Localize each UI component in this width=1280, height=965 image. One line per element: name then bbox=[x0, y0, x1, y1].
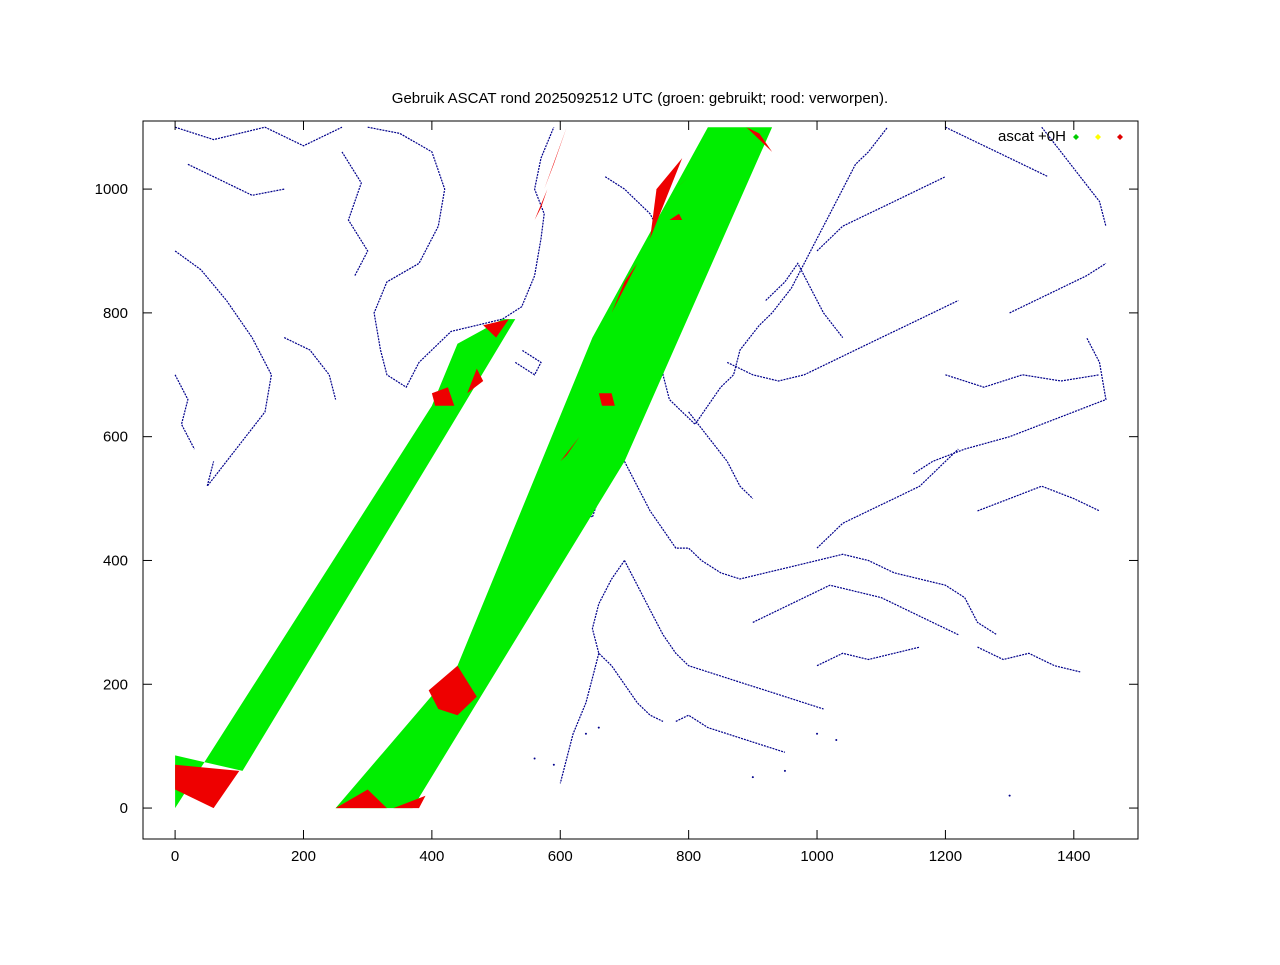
rejected-region-2 bbox=[393, 795, 426, 809]
x-tick-label-0: 0 bbox=[171, 848, 179, 865]
chart-title: Gebruik ASCAT rond 2025092512 UTC (groen… bbox=[392, 90, 888, 107]
plot-frame bbox=[142, 120, 1139, 840]
plot-area bbox=[174, 126, 1107, 809]
legend-marker-1 bbox=[1095, 134, 1101, 140]
rejected-region-1 bbox=[335, 789, 387, 809]
coastline-29 bbox=[977, 646, 1081, 673]
coastline-22 bbox=[945, 126, 1049, 178]
rejected-region-10 bbox=[675, 176, 689, 190]
coast-point-1 bbox=[552, 763, 555, 766]
rejected-region-6 bbox=[483, 319, 509, 338]
axis-ticks: 0 200 400 600 800 1000 1200 1400 0 200 400 600 800 10… bbox=[95, 121, 1138, 865]
x-tick-label-3: 600 bbox=[548, 848, 573, 865]
coastline-24 bbox=[591, 560, 664, 722]
coastline-25 bbox=[675, 714, 786, 753]
rejected-region-9 bbox=[669, 213, 683, 220]
coastline-16 bbox=[816, 176, 946, 252]
rejected-region-3 bbox=[428, 665, 477, 716]
rejected-region-0 bbox=[175, 764, 240, 809]
x-tick-label-5: 1000 bbox=[800, 848, 833, 865]
coastline-6 bbox=[341, 151, 369, 276]
legend-label: ascat +0H bbox=[998, 128, 1066, 145]
coast-point-7 bbox=[835, 738, 838, 741]
x-tick-label-4: 800 bbox=[676, 848, 701, 865]
legend: ascat +0H bbox=[998, 128, 1123, 145]
y-tick-label-5: 1000 bbox=[95, 181, 128, 198]
coastline-27 bbox=[752, 584, 959, 636]
y-tick-label-3: 600 bbox=[103, 429, 128, 446]
legend-marker-0 bbox=[1073, 134, 1079, 140]
coastline-21 bbox=[1041, 126, 1107, 227]
coastline-28 bbox=[816, 646, 920, 667]
coastline-23 bbox=[623, 560, 824, 710]
rejected-region-14 bbox=[534, 189, 548, 220]
coastline-17 bbox=[765, 262, 844, 338]
y-tick-label-0: 0 bbox=[120, 800, 128, 817]
coastline-14 bbox=[912, 337, 1107, 475]
y-tick-label-4: 800 bbox=[103, 305, 128, 322]
coastline-20 bbox=[1009, 262, 1107, 314]
coastline-26 bbox=[559, 653, 600, 784]
coastline-19 bbox=[945, 374, 1100, 388]
coastline-12 bbox=[623, 461, 998, 636]
coastline-13 bbox=[816, 448, 959, 549]
x-tick-label-1: 200 bbox=[291, 848, 316, 865]
rejected-region-13 bbox=[544, 127, 567, 190]
coast-point-4 bbox=[1008, 794, 1011, 797]
coastline-3 bbox=[174, 374, 195, 450]
coastline-2 bbox=[174, 250, 273, 487]
rejected-region-4 bbox=[431, 387, 455, 406]
rejected-region-11 bbox=[650, 158, 683, 239]
rejected-region-7 bbox=[598, 393, 615, 406]
x-tick-label-2: 400 bbox=[419, 848, 444, 865]
coastline-4 bbox=[283, 337, 337, 400]
used-swath-0 bbox=[175, 319, 516, 809]
coast-point-6 bbox=[816, 732, 819, 735]
coastline-9 bbox=[688, 411, 754, 500]
used-swath-1 bbox=[335, 127, 773, 809]
coast-point-2 bbox=[584, 732, 587, 735]
coast-point-5 bbox=[783, 769, 786, 772]
coastline-5 bbox=[367, 126, 555, 389]
y-tick-label-2: 400 bbox=[103, 552, 128, 569]
coastline-7 bbox=[514, 349, 542, 376]
x-tick-label-6: 1200 bbox=[929, 848, 962, 865]
coast-point-8 bbox=[751, 776, 754, 779]
rejected-region-5 bbox=[467, 368, 484, 394]
x-tick-label-7: 1400 bbox=[1057, 848, 1090, 865]
rejected-region-12 bbox=[611, 263, 638, 313]
coast-point-0 bbox=[533, 757, 536, 760]
coastline-0 bbox=[174, 126, 343, 147]
rejected-region-15 bbox=[746, 127, 773, 152]
y-tick-label-1: 200 bbox=[103, 676, 128, 693]
coastline-15 bbox=[977, 485, 1100, 512]
coast-point-3 bbox=[597, 726, 600, 729]
legend-marker-2 bbox=[1117, 134, 1123, 140]
coastline-18 bbox=[726, 299, 959, 382]
rejected-region-8 bbox=[560, 436, 580, 462]
coastline-1 bbox=[187, 163, 285, 196]
